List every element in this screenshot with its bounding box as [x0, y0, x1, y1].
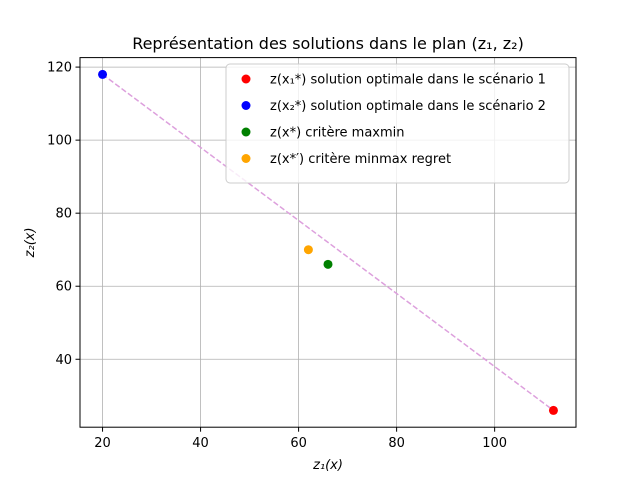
x-tick-label: 40	[192, 436, 209, 451]
y-tick-label: 100	[47, 134, 72, 149]
legend-label: z(x*) critère maxmin	[270, 126, 405, 141]
legend-box	[225, 63, 570, 184]
legend: z(x₁*) solution optimale dans le scénari…	[225, 63, 570, 184]
legend-label: z(x₂*) solution optimale dans le scénari…	[270, 99, 546, 114]
x-axis-label: z₁(x)	[312, 458, 343, 473]
connector-line	[102, 73, 554, 412]
legend-label: z(x₁*) solution optimale dans le scénari…	[270, 73, 546, 88]
y-tick-label: 120	[47, 61, 72, 76]
data-point	[548, 405, 558, 415]
legend-marker	[241, 127, 251, 137]
x-tick-label: 20	[94, 436, 111, 451]
axes-frame	[79, 57, 577, 428]
x-axis: 20 40 60 80 100	[94, 427, 507, 451]
chart-title: Représentation des solutions dans le pla…	[132, 34, 524, 53]
legend-marker	[241, 101, 251, 110]
connector-line-group	[102, 73, 554, 412]
legend-marker	[241, 154, 251, 163]
y-tick-label: 80	[55, 207, 72, 222]
y-tick-label: 60	[55, 280, 72, 295]
x-tick-label: 60	[290, 436, 307, 451]
y-axis: 40 60 80 100 120	[47, 61, 80, 368]
data-point	[98, 69, 108, 79]
legend-marker	[241, 74, 251, 84]
y-tick-label: 40	[55, 353, 72, 368]
y-axis-label: z₂(x)	[23, 227, 38, 258]
points-group	[98, 69, 558, 415]
x-tick-label: 80	[388, 436, 405, 451]
data-point	[303, 245, 313, 255]
x-tick-label: 100	[482, 436, 507, 451]
legend-label: z(x*′) critère minmax regret	[270, 152, 451, 167]
data-point	[323, 259, 333, 269]
